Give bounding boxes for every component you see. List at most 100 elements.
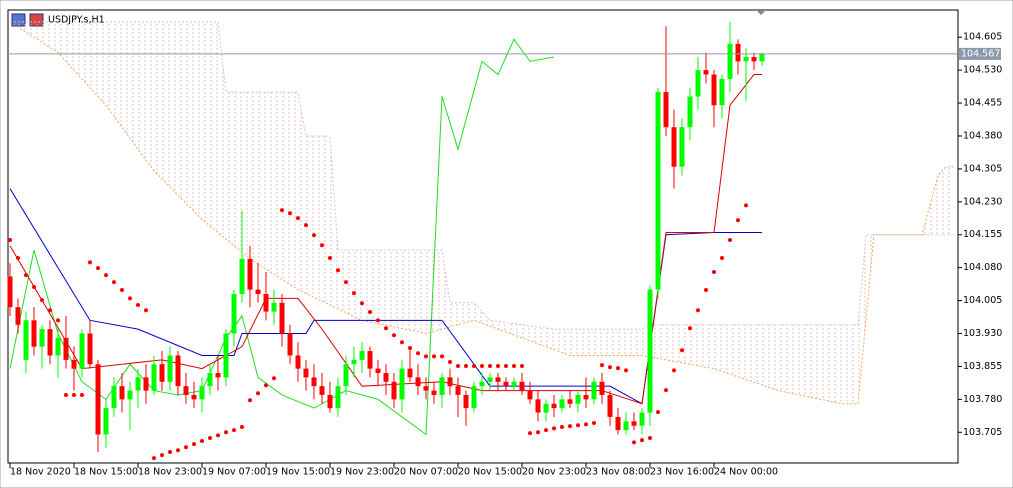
indicator-line: [10, 21, 954, 330]
candle-body: [399, 368, 405, 400]
sar-dot: [24, 273, 28, 278]
sar-dot: [248, 398, 252, 403]
sar-dot: [648, 435, 652, 440]
sar-dot: [264, 383, 268, 388]
sar-dot: [616, 366, 620, 371]
candle-body: [655, 92, 661, 290]
candle-body: [311, 377, 317, 387]
candle-body: [207, 373, 213, 387]
candle-body: [191, 394, 197, 400]
sar-dot: [64, 392, 68, 397]
candle-body: [719, 78, 725, 106]
sar-dot: [400, 340, 404, 345]
candle-body: [327, 394, 333, 409]
y-tick-label: 104.530: [963, 65, 1002, 76]
candle-body: [679, 127, 685, 167]
candle-body: [295, 355, 301, 369]
sar-dot: [520, 363, 524, 368]
sar-dot: [272, 376, 276, 381]
candle-body: [383, 373, 389, 382]
sar-dot: [592, 421, 596, 426]
sar-dot: [88, 260, 92, 265]
x-tick-label: 18 Nov 2020: [10, 467, 71, 478]
sar-dot: [312, 233, 316, 238]
candle-body: [663, 92, 669, 128]
sar-dot: [184, 445, 188, 450]
sar-dot: [376, 318, 380, 323]
y-tick-label: 104.380: [963, 130, 1002, 141]
sar-dot: [368, 310, 372, 314]
candle-body: [375, 368, 381, 374]
sar-dot: [656, 410, 660, 415]
sar-dot: [288, 211, 292, 216]
candle-body: [463, 394, 469, 409]
candle-body: [167, 355, 173, 382]
candle-body: [103, 408, 109, 435]
candle-body: [687, 96, 693, 128]
shift-marker: [756, 10, 766, 15]
y-tick-label: 104.455: [963, 98, 1002, 109]
candle-body: [447, 377, 453, 387]
sar-dot: [104, 273, 108, 278]
sar-dot: [704, 288, 708, 293]
candle-body: [431, 390, 437, 395]
sar-dot: [352, 291, 356, 296]
candle-body: [79, 333, 85, 369]
sar-dot: [200, 439, 204, 444]
candle-body: [63, 337, 69, 360]
sar-dot: [672, 368, 676, 373]
candle-body: [519, 381, 525, 391]
candle-body: [535, 399, 541, 413]
candle-body: [599, 381, 605, 395]
sar-dot: [720, 256, 724, 261]
x-tick-label: 19 Nov 23:00: [330, 467, 394, 478]
x-tick-label: 19 Nov 07:00: [202, 467, 266, 478]
sar-dot: [56, 318, 60, 323]
candle-body: [543, 403, 549, 413]
candle-body: [215, 373, 221, 378]
candle-body: [423, 386, 429, 391]
candle-body: [279, 302, 285, 334]
candle-body: [335, 386, 341, 409]
sar-dot: [744, 203, 748, 208]
candle-body: [439, 377, 445, 395]
sar-dot: [416, 351, 420, 356]
sar-dot: [712, 270, 716, 275]
x-tick-label: 20 Nov 15:00: [458, 467, 522, 478]
candle-body: [231, 294, 237, 334]
candle-body: [87, 333, 93, 365]
candle-body: [287, 333, 293, 356]
sar-dot: [232, 428, 236, 433]
sar-dot: [440, 354, 444, 359]
chart-title: USDJPY.s,H1: [48, 15, 105, 26]
candle-body: [527, 390, 533, 400]
x-tick-label: 18 Nov 23:00: [138, 467, 202, 478]
candle-body: [143, 377, 149, 391]
candle-body: [511, 381, 517, 387]
sar-dot: [480, 363, 484, 368]
cloud-fill: [10, 21, 954, 404]
y-tick-label: 104.080: [963, 262, 1002, 273]
candle-body: [711, 74, 717, 106]
sar-dot: [432, 354, 436, 359]
sar-dot: [456, 363, 460, 368]
candle-body: [135, 377, 141, 391]
plot-content: [7, 21, 958, 461]
x-tick-label: 24 Nov 00:00: [714, 467, 778, 478]
candle-body: [159, 364, 165, 382]
sar-dot: [120, 288, 124, 293]
sar-dot: [296, 216, 300, 221]
sar-dot: [280, 208, 284, 213]
sar-dot: [560, 425, 564, 430]
sar-dot: [584, 422, 588, 427]
y-tick-label: 104.305: [963, 163, 1002, 174]
sar-dot: [304, 223, 308, 228]
sar-dot: [112, 280, 116, 285]
sar-dot: [128, 296, 132, 301]
sar-dot: [168, 450, 172, 455]
candle-body: [639, 412, 645, 426]
sar-dot: [408, 345, 412, 350]
sar-dot: [512, 363, 516, 368]
y-tick-label: 104.155: [963, 229, 1002, 240]
x-tick-label: 20 Nov 07:00: [394, 467, 458, 478]
